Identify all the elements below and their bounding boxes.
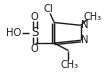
- Text: O: O: [31, 44, 39, 54]
- Text: Cl: Cl: [43, 4, 53, 14]
- Text: CH₃: CH₃: [61, 60, 79, 70]
- Text: N: N: [81, 20, 89, 30]
- Text: CH₃: CH₃: [84, 12, 102, 22]
- Text: O: O: [31, 12, 39, 22]
- Text: N: N: [81, 35, 89, 45]
- Text: S: S: [31, 26, 38, 39]
- Text: HO: HO: [6, 28, 21, 38]
